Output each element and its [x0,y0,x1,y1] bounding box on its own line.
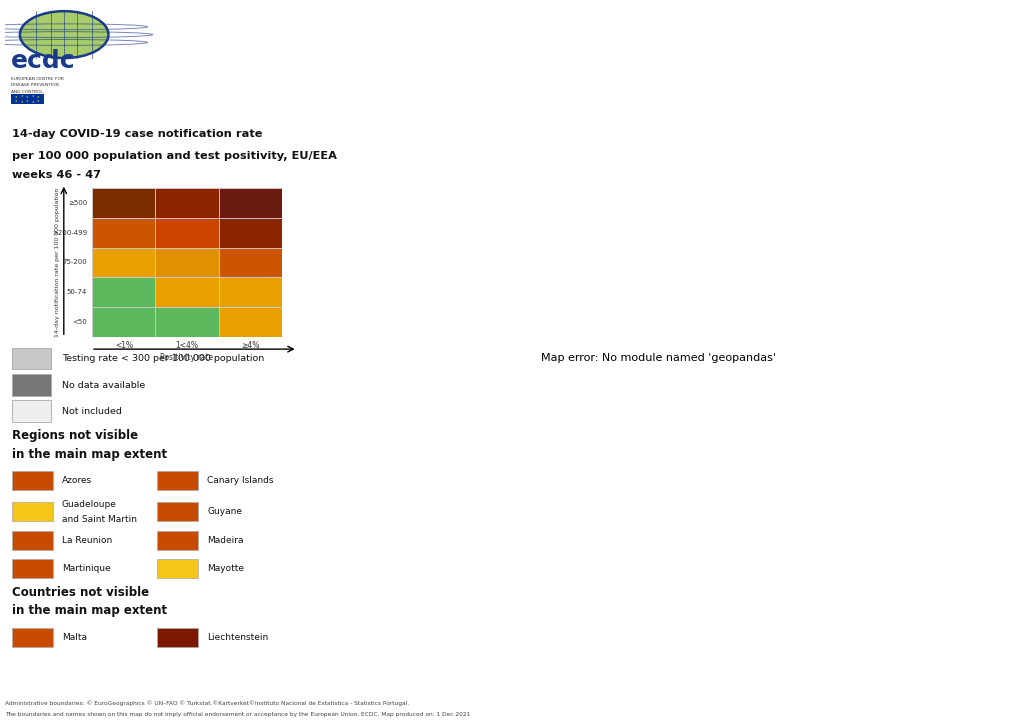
Circle shape [19,11,109,58]
Bar [12,628,53,647]
Bar [92,307,156,337]
Text: ★: ★ [37,99,40,103]
Text: weeks 46 - 47: weeks 46 - 47 [12,170,101,180]
Text: Martinique: Martinique [62,564,111,573]
Text: ★: ★ [32,94,34,98]
Text: per 100 000 population and test positivity, EU/EEA: per 100 000 population and test positivi… [12,151,337,161]
Text: Guyane: Guyane [207,508,242,516]
Text: Regions not visible: Regions not visible [12,429,138,442]
Text: No data available: No data available [62,381,146,390]
Bar [218,277,282,307]
Bar [157,471,198,490]
Text: ★: ★ [37,95,40,99]
Text: in the main map extent: in the main map extent [12,447,167,460]
Bar [12,348,51,369]
Text: ★: ★ [15,99,17,103]
Text: in the main map extent: in the main map extent [12,604,167,617]
Bar [156,307,218,337]
Text: DISEASE PREVENTION: DISEASE PREVENTION [10,83,58,88]
Text: Canary Islands: Canary Islands [207,476,274,485]
Text: <50: <50 [73,319,87,325]
Text: Malta: Malta [62,633,87,641]
Bar [157,531,198,550]
Text: 14-day COVID-19 case notification rate: 14-day COVID-19 case notification rate [12,129,262,139]
Text: ★: ★ [26,99,29,103]
Bar [218,248,282,277]
Text: Liechtenstein: Liechtenstein [207,633,269,641]
Bar [12,471,53,490]
Text: Administrative boundaries: © EuroGeographics © UN–FAO © Turkstat.©Kartverket©Ins: Administrative boundaries: © EuroGeograp… [5,700,409,706]
Text: Not included: Not included [62,407,122,416]
Text: ecdc: ecdc [10,49,75,73]
Bar [12,374,51,396]
Bar [92,248,156,277]
Bar [218,307,282,337]
Text: Mayotte: Mayotte [207,564,244,573]
Bar [156,188,218,218]
Bar [157,502,198,521]
Text: Countries not visible: Countries not visible [12,586,150,599]
Text: EUROPEAN CENTRE FOR: EUROPEAN CENTRE FOR [10,77,64,80]
Text: ★: ★ [15,95,17,99]
Text: ★: ★ [20,94,23,98]
Text: La Reunion: La Reunion [62,536,112,544]
Text: Positivity rate: Positivity rate [161,353,213,362]
Text: 1<4%: 1<4% [175,341,199,350]
Bar [92,218,156,248]
Bar [92,188,156,218]
Text: The boundaries and names shown on this map do not imply official endorsement or : The boundaries and names shown on this m… [5,712,470,717]
Bar [157,628,198,647]
Text: 75-200: 75-200 [63,259,87,266]
Text: ★: ★ [32,100,34,104]
Text: Guadeloupe: Guadeloupe [62,500,117,509]
Bar [10,94,44,104]
Bar [157,559,198,578]
Text: AND CONTROL: AND CONTROL [10,90,42,94]
Bar [92,277,156,307]
Text: Madeira: Madeira [207,536,244,544]
Text: 50-74: 50-74 [67,289,87,295]
Text: 14-day notification rate per 100 000 population: 14-day notification rate per 100 000 pop… [55,188,60,337]
Text: ★: ★ [26,95,29,99]
Text: and Saint Martin: and Saint Martin [62,515,137,523]
Text: Map error: No module named 'geopandas': Map error: No module named 'geopandas' [541,353,776,363]
Bar [12,502,53,521]
Text: ≥4%: ≥4% [241,341,259,350]
Bar [12,400,51,422]
Bar [12,559,53,578]
Bar [156,218,218,248]
Text: >200-499: >200-499 [52,230,87,236]
Bar [12,531,53,550]
Bar [218,218,282,248]
Text: ★: ★ [20,100,23,104]
Text: ≥500: ≥500 [68,200,87,206]
Bar [156,277,218,307]
Bar [218,188,282,218]
Text: Testing rate < 300 per 100 000 population: Testing rate < 300 per 100 000 populatio… [62,354,264,363]
Text: Azores: Azores [62,476,92,485]
Bar [156,248,218,277]
Text: <1%: <1% [115,341,133,350]
